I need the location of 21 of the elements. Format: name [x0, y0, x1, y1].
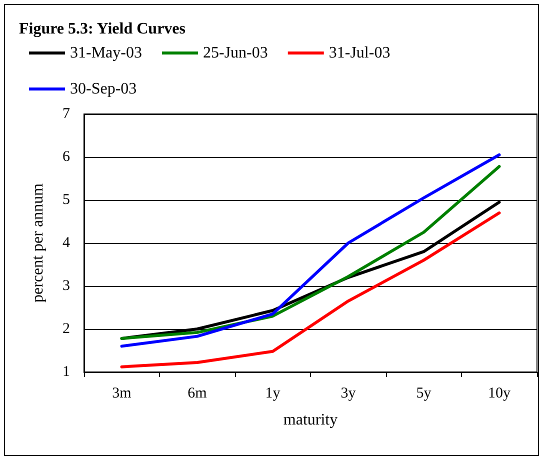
- x-axis-title: maturity: [283, 412, 338, 428]
- chart-title: Figure 5.3: Yield Curves: [19, 20, 186, 38]
- y-tick-label: 2: [62, 321, 70, 337]
- x-tick-label: 6m: [188, 386, 208, 402]
- x-tick-label: 5y: [416, 386, 432, 402]
- line-series: [120, 211, 501, 368]
- legend-label: 31-Jul-03: [328, 44, 390, 62]
- y-tick-label: 1: [62, 364, 70, 380]
- y-tick-label: 5: [62, 192, 70, 208]
- legend-label: 31-May-03: [70, 44, 142, 62]
- y-axis-title: percent per annum: [30, 182, 46, 303]
- x-tick-label: 3y: [340, 386, 356, 402]
- x-tick-label: 3m: [112, 386, 132, 402]
- y-tick-label: 3: [62, 278, 70, 294]
- y-tick-label: 7: [62, 106, 70, 122]
- x-tick-label: 1y: [265, 386, 281, 402]
- y-tick-label: 4: [62, 235, 70, 251]
- legend-label: 25-Jun-03: [202, 44, 268, 62]
- legend-label: 30-Sep-03: [70, 80, 137, 98]
- y-tick-label: 6: [62, 149, 70, 165]
- x-tick-label: 10y: [488, 386, 511, 402]
